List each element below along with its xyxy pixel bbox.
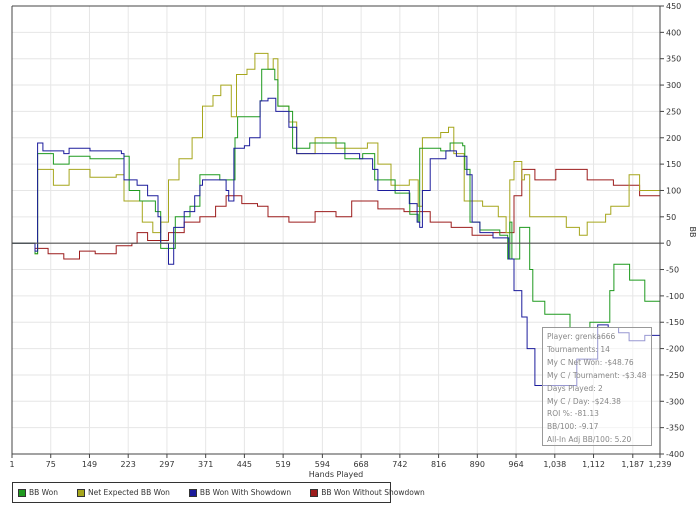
x-tick-label: 964 [508, 460, 523, 469]
legend-swatch [18, 488, 26, 497]
x-axis-label: Hands Played [309, 470, 363, 479]
x-tick-label: 445 [237, 460, 252, 469]
y-tick-label: 250 [666, 107, 681, 116]
x-tick-label: 149 [82, 460, 97, 469]
y-tick-label: 100 [666, 186, 681, 195]
x-tick-label: 75 [46, 460, 56, 469]
y-tick-label: 450 [666, 2, 681, 11]
x-tick-label: 1,112 [582, 460, 605, 469]
legend-swatch [77, 488, 85, 497]
x-tick-label: 519 [275, 460, 290, 469]
y-tick-label: 0 [666, 239, 671, 248]
x-tick-label: 890 [470, 460, 485, 469]
y-tick-label: 400 [666, 28, 681, 37]
y-tick-label: -200 [666, 345, 684, 354]
x-tick-label: 594 [315, 460, 330, 469]
x-tick-label: 1,239 [649, 460, 672, 469]
y-tick-label: -150 [666, 318, 684, 327]
x-tick-label: 816 [431, 460, 446, 469]
legend: BB Won Net Expected BB Won BB Won With S… [12, 482, 425, 503]
tooltip-player: Player: grenka666 [547, 332, 616, 341]
legend-item-without-showdown[interactable]: BB Won Without Showdown [310, 488, 425, 497]
player-stats-tooltip: Player: grenka666 Tournaments: 14 My C N… [542, 327, 652, 446]
legend-item-net-expected[interactable]: Net Expected BB Won [77, 488, 170, 497]
legend-item-bb-won[interactable]: BB Won [18, 488, 58, 497]
axes: 450 400 350 300 250 200 150 100 50 0 -50 -100 -150 -2… [9, 2, 684, 469]
y-tick-label: -350 [666, 424, 684, 433]
series-line-bb-won-with-showdown [12, 97, 661, 386]
series-line-net-expected-bb-won [12, 52, 661, 255]
legend-swatch [310, 488, 319, 497]
legend-item-with-showdown[interactable]: BB Won With Showdown [188, 488, 292, 497]
legend-label: BB Won With Showdown [199, 488, 292, 497]
y-tick-label: -300 [666, 397, 684, 406]
x-tick-label: 1 [9, 460, 14, 469]
tooltip-per-day: My C / Day: -$24.38 [547, 396, 621, 406]
tooltip-allin-bb-100: All-In Adj BB/100: 5.20 [547, 435, 632, 445]
x-tick-label: 1,187 [621, 460, 644, 469]
series-line-bb-won [12, 68, 661, 328]
tooltip-per-tournament: My C / Tournament: -$3.48 [547, 370, 647, 380]
y-tick-label: -400 [666, 450, 684, 459]
tooltip-days-played: Days Played: 2 [547, 383, 603, 393]
x-tick-label: 297 [159, 460, 174, 469]
y-tick-label: -250 [666, 371, 684, 380]
tooltip-roi: ROI %: -81.13 [547, 409, 599, 419]
legend-label: BB Won [29, 488, 58, 497]
y-axis-label: BB [688, 227, 697, 238]
x-tick-label: 668 [353, 460, 368, 469]
legend-label: Net Expected BB Won [88, 488, 170, 497]
x-tick-label: 371 [198, 460, 213, 469]
y-tick-label: 350 [666, 55, 681, 64]
y-tick-label: 150 [666, 160, 681, 169]
y-tick-label: -50 [666, 266, 679, 275]
legend-swatch [188, 488, 197, 497]
tooltip-net-won: My C Net Won: -$48.76 [547, 357, 634, 367]
x-tick-label: 223 [121, 460, 136, 469]
y-tick-label: 50 [666, 213, 676, 222]
y-tick-label: 200 [666, 134, 681, 143]
series-line-bb-won-without-showdown [12, 168, 661, 260]
y-tick-label: -100 [666, 292, 684, 301]
x-tick-label: 1,038 [543, 460, 566, 469]
series-lines [12, 52, 661, 386]
tooltip-tournaments: Tournaments: 14 [547, 344, 610, 354]
legend-label: BB Won Without Showdown [321, 488, 425, 497]
tooltip-bb-100: BB/100: -9.17 [547, 422, 599, 432]
x-tick-label: 742 [392, 460, 407, 469]
y-tick-label: 300 [666, 81, 681, 90]
